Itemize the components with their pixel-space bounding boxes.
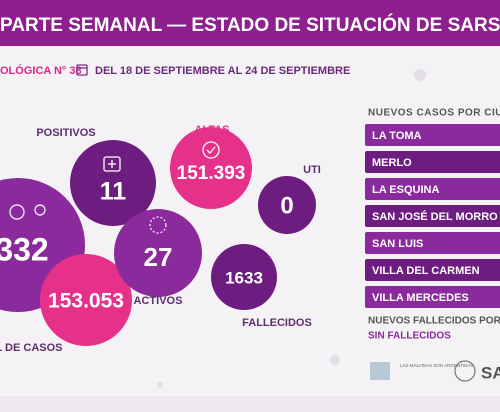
title: PARTE SEMANAL — ESTADO DE SITUACIÓN DE S… <box>0 14 500 36</box>
city-name: SAN LUIS <box>372 238 423 250</box>
deaths-value: SIN FALLECIDOS <box>368 331 451 342</box>
footer-band <box>0 396 500 412</box>
header-band <box>0 0 500 46</box>
deaths-title: NUEVOS FALLECIDOS POR C <box>368 316 500 327</box>
check-icon <box>202 141 220 159</box>
positivos-label: POSITIVOS <box>36 127 95 139</box>
city-name: VILLA MERCEDES <box>372 292 469 304</box>
total2-bubble <box>40 254 132 346</box>
total-value: 332 <box>0 231 49 267</box>
activos-bubble <box>114 209 202 297</box>
city-bar <box>365 232 500 254</box>
city-list: LA TOMA MERLO LA ESQUINA SAN JOSÉ DEL MORRO… <box>365 124 500 308</box>
period: DEL 18 DE SEPTIEMBRE AL 24 DE SEPTIEMBRE <box>95 65 350 77</box>
city-bar <box>365 205 500 227</box>
crest-icon <box>454 360 476 382</box>
total-label: AL DE CASOS <box>0 342 62 354</box>
decoration <box>414 69 426 81</box>
city-name: VILLA DEL CARMEN <box>372 265 480 277</box>
uti-value: 0 <box>280 192 293 219</box>
decoration <box>157 382 163 388</box>
city-bar <box>365 286 500 308</box>
city-name: LA ESQUINA <box>372 184 439 196</box>
uti-bubble <box>258 176 316 234</box>
city-bar <box>365 259 500 281</box>
brand: SAN <box>481 363 500 382</box>
total2-value: 153.053 <box>48 290 124 313</box>
plus-icon <box>103 156 121 172</box>
cities-title: NUEVOS CASOS POR CIUD <box>368 108 500 119</box>
uti-label: UTI <box>303 164 321 176</box>
altas-bubble <box>170 127 252 209</box>
decoration <box>330 355 340 365</box>
gear-icon <box>9 204 46 220</box>
altas-value: 151.393 <box>177 163 246 184</box>
check-icon <box>206 146 216 154</box>
activos-value: 27 <box>144 242 173 272</box>
city-bar <box>365 151 500 173</box>
malvinas-icon <box>370 362 390 380</box>
positivos-value: 11 <box>100 178 127 206</box>
fallecidos-value: 1633 <box>225 268 263 287</box>
city-bar <box>365 178 500 200</box>
week: OLÓGICA N° 38 <box>0 64 82 77</box>
activos-label: ACTIVOS <box>134 295 183 307</box>
calendar-icon <box>76 64 88 76</box>
city-name: LA TOMA <box>372 130 422 142</box>
city-name: MERLO <box>372 157 412 169</box>
city-bar <box>365 124 500 146</box>
virus-icon <box>149 216 167 234</box>
fallecidos-bubble <box>211 244 277 310</box>
malvinas-text: LAS MALVINAS SON ARGENTINAS <box>400 363 473 368</box>
city-name: SAN JOSÉ DEL MORRO <box>372 210 498 223</box>
altas-label: ALTAS <box>194 124 229 136</box>
positivos-bubble <box>70 140 156 226</box>
fallecidos-label: FALLECIDOS <box>242 317 312 329</box>
